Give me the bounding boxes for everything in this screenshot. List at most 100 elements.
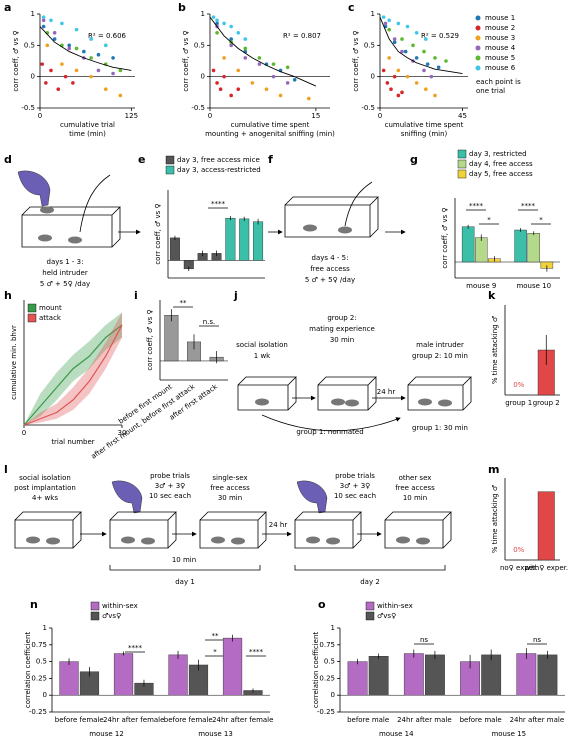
legend-label: within-sex (102, 602, 138, 610)
panel-letter: b (178, 1, 186, 14)
point (381, 68, 386, 73)
y-tick-label: 1 (331, 624, 335, 632)
mouse (396, 536, 410, 544)
panel-letter: j (233, 289, 238, 302)
diagram-text: 10 sec each (334, 492, 376, 500)
panel-letter: c (348, 1, 355, 14)
legend-swatch (475, 55, 481, 61)
bar (537, 654, 558, 696)
annotation: R² = 0.529 (421, 32, 459, 40)
legend-label: day 3, restricted (469, 150, 527, 158)
point (400, 37, 404, 41)
bar (169, 237, 180, 261)
annotation: **** (469, 202, 484, 210)
legend-label: mouse 3 (485, 34, 515, 42)
annotation: ns (533, 636, 541, 644)
diagram-text: 10 min (403, 494, 427, 502)
cage (284, 196, 379, 238)
diagram-text: post implantation (14, 484, 76, 492)
mouse (306, 536, 320, 544)
point (118, 93, 123, 98)
mouse (438, 399, 452, 407)
y-axis-label: correlation coefficient (24, 632, 32, 709)
point (41, 18, 46, 23)
diagram-text: other sex (399, 474, 432, 482)
point (41, 24, 46, 29)
legend-label: day 3, access-restricted (177, 166, 261, 174)
point (229, 43, 233, 48)
diagram-text: 5 ♂ + 5♀ /day (40, 280, 90, 288)
bar (253, 221, 264, 261)
x-tick-label: 15 (311, 112, 320, 120)
x-tick-label: 30 (118, 429, 127, 437)
bar (537, 491, 555, 561)
point (433, 56, 437, 60)
point (243, 37, 248, 41)
point (52, 37, 57, 41)
point (414, 56, 419, 60)
point (103, 43, 108, 48)
point (60, 21, 64, 26)
point (236, 87, 241, 91)
legend-label: attack (39, 314, 62, 322)
point (429, 74, 434, 79)
point (45, 43, 50, 48)
bar (425, 654, 445, 696)
bar (475, 237, 488, 263)
fit-line (39, 26, 132, 71)
point (264, 87, 269, 91)
panel-letter: o (318, 598, 326, 611)
mouse (46, 537, 60, 545)
y-axis-label: corr coeff, ♂ vs ♀ (12, 30, 20, 91)
diagram-f: days 4 - 5: free access 5 ♂ + 5♀ /day (305, 254, 355, 284)
point (392, 37, 397, 41)
panel-letter: g (410, 153, 418, 166)
mouse (38, 234, 52, 242)
legend-label: day 4, free access (469, 160, 533, 168)
mouse (303, 224, 317, 232)
y-tick-label: 0.5 (36, 658, 47, 666)
bar (168, 654, 188, 696)
annotation: **** (211, 200, 226, 208)
point (111, 71, 115, 76)
point (63, 74, 68, 79)
bar (239, 218, 250, 261)
y-tick-label: 1 (371, 10, 375, 18)
legend-label: mouse 5 (485, 54, 515, 62)
point (385, 81, 390, 85)
legend-label: day 5, free access (469, 170, 533, 178)
point (236, 31, 241, 35)
point (211, 68, 216, 73)
x-tick-label: mouse 9 (466, 282, 496, 290)
y-tick-label: -0.5 (191, 104, 205, 112)
cage (14, 511, 82, 549)
line (23, 324, 123, 426)
diagram-l: social isolation post implantation 4+ wk… (14, 472, 435, 586)
point (222, 56, 226, 60)
point (89, 37, 93, 41)
y-tick-label: 0 (331, 691, 335, 699)
legend-swatch (457, 149, 467, 159)
panel-letters: a b c d e f g h i j k l m n o (4, 1, 499, 611)
point (414, 31, 419, 35)
y-tick-label: 1 (31, 10, 35, 18)
x-tick-label: group 2 (533, 399, 560, 407)
bar (527, 232, 540, 263)
annotation: ** (180, 299, 188, 307)
mouse (331, 398, 345, 406)
cage (237, 376, 297, 411)
band (24, 312, 122, 425)
value-label: 0% (513, 381, 524, 389)
legend-label: ♂vs♀ (102, 612, 121, 620)
point (396, 21, 401, 26)
point (424, 87, 428, 91)
x-tick-label: 0 (208, 112, 212, 120)
y-tick-label: -0.25 (317, 708, 335, 716)
mouse (338, 226, 352, 234)
point (215, 18, 219, 23)
point (82, 49, 86, 54)
panel-letter: a (4, 1, 11, 14)
line (23, 324, 123, 426)
point (405, 74, 410, 79)
cage (199, 511, 267, 549)
